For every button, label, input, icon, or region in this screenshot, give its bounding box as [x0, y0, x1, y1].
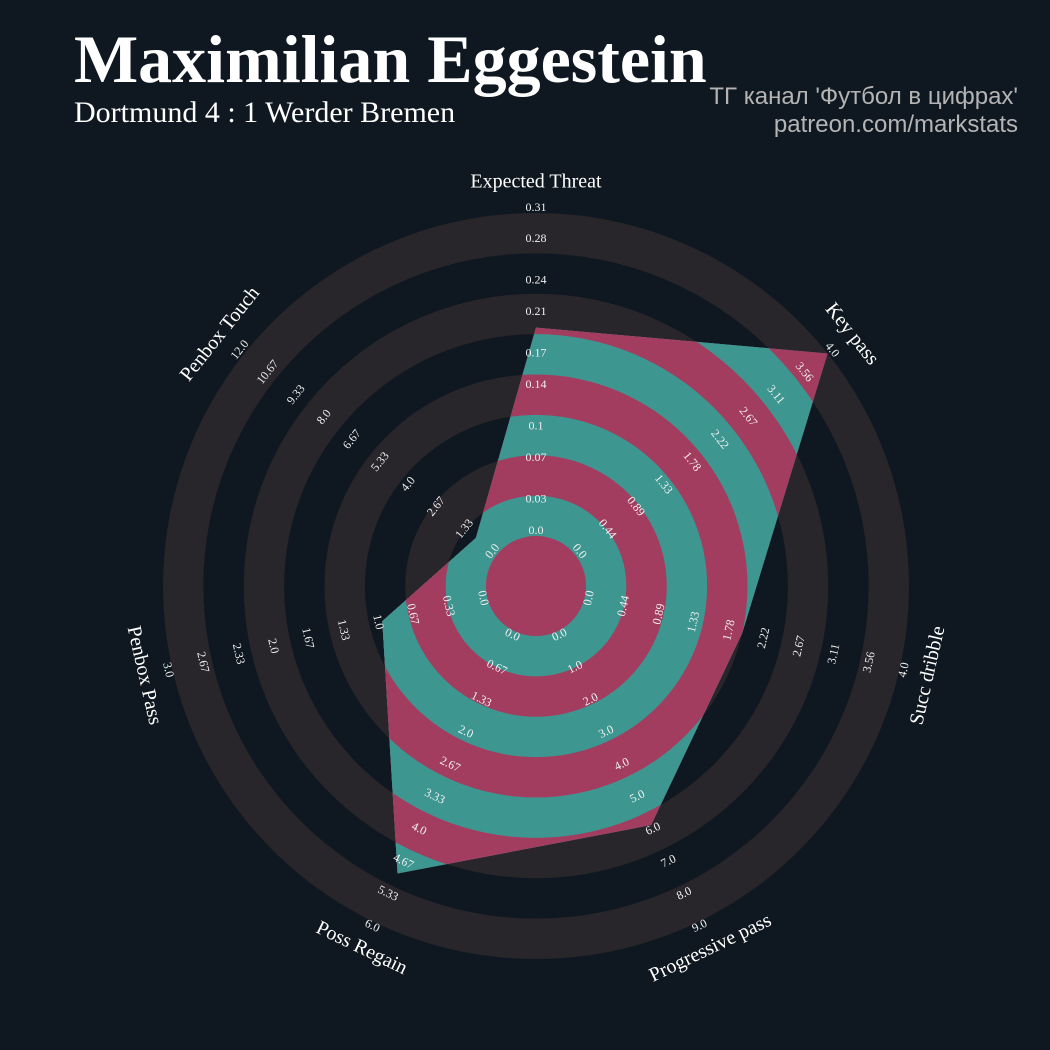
tick-label: 2.33	[230, 642, 248, 666]
tick-label: 1.0	[565, 657, 585, 676]
tick-label: 2.0	[265, 637, 282, 655]
tick-label: 0.0	[475, 589, 492, 607]
tick-label: 0.0	[529, 523, 544, 537]
tick-label: 1.78	[719, 618, 737, 642]
credit: patreon.com/markstats	[774, 111, 1018, 138]
tick-label: 2.0	[581, 690, 601, 709]
tick-label: 0.0	[550, 625, 570, 644]
tick-label: 1.67	[299, 626, 317, 650]
axis-label: Expected Threat	[470, 171, 602, 193]
tick-label: 2.67	[194, 650, 212, 674]
tick-label: 3.0	[596, 722, 616, 741]
tick-label: 2.22	[754, 626, 772, 650]
tick-label: 4.0	[409, 819, 429, 838]
tick-label: 2.0	[456, 722, 476, 741]
tick-label: 0.0	[503, 625, 523, 644]
tick-label: 6.0	[363, 916, 383, 935]
data-band	[486, 536, 586, 636]
tick-label: 0.31	[526, 200, 547, 214]
tick-label: 1.33	[684, 610, 702, 634]
tick-label: 0.33	[440, 594, 458, 618]
tick-label: 2.67	[789, 634, 807, 658]
tick-label: 0.17	[526, 346, 547, 360]
tick-label: 1.0	[370, 613, 387, 631]
title: Maximilian Eggestein	[74, 21, 707, 97]
tick-label: 0.1	[529, 419, 544, 433]
tick-label: 3.11	[824, 642, 842, 665]
tick-label: 0.28	[526, 231, 547, 245]
tick-label: 5.0	[627, 787, 647, 806]
tick-label: 0.07	[526, 450, 547, 464]
tick-label: 9.0	[690, 916, 710, 935]
tick-label: 0.89	[649, 602, 667, 626]
tick-label: 0.21	[526, 304, 547, 318]
tick-label: 0.67	[404, 602, 422, 626]
tick-label: 0.03	[526, 491, 547, 505]
tick-label: 0.0	[580, 589, 597, 607]
tick-label: 3.0	[160, 661, 177, 679]
tick-label: 7.0	[659, 851, 679, 870]
tick-label: 3.56	[860, 650, 878, 674]
credit: ТГ канал 'Футбол в цифрах'	[709, 83, 1018, 110]
tick-label: 0.24	[526, 273, 547, 287]
tick-label: 4.0	[612, 754, 632, 773]
tick-label: 0.44	[614, 594, 632, 618]
tick-label: 8.0	[674, 884, 694, 903]
tick-label: 6.0	[643, 819, 663, 838]
subtitle: Dortmund 4 : 1 Werder Bremen	[74, 96, 455, 129]
tick-label: 4.0	[895, 661, 912, 679]
tick-label: 0.14	[526, 377, 547, 391]
tick-label: 1.33	[335, 618, 353, 642]
